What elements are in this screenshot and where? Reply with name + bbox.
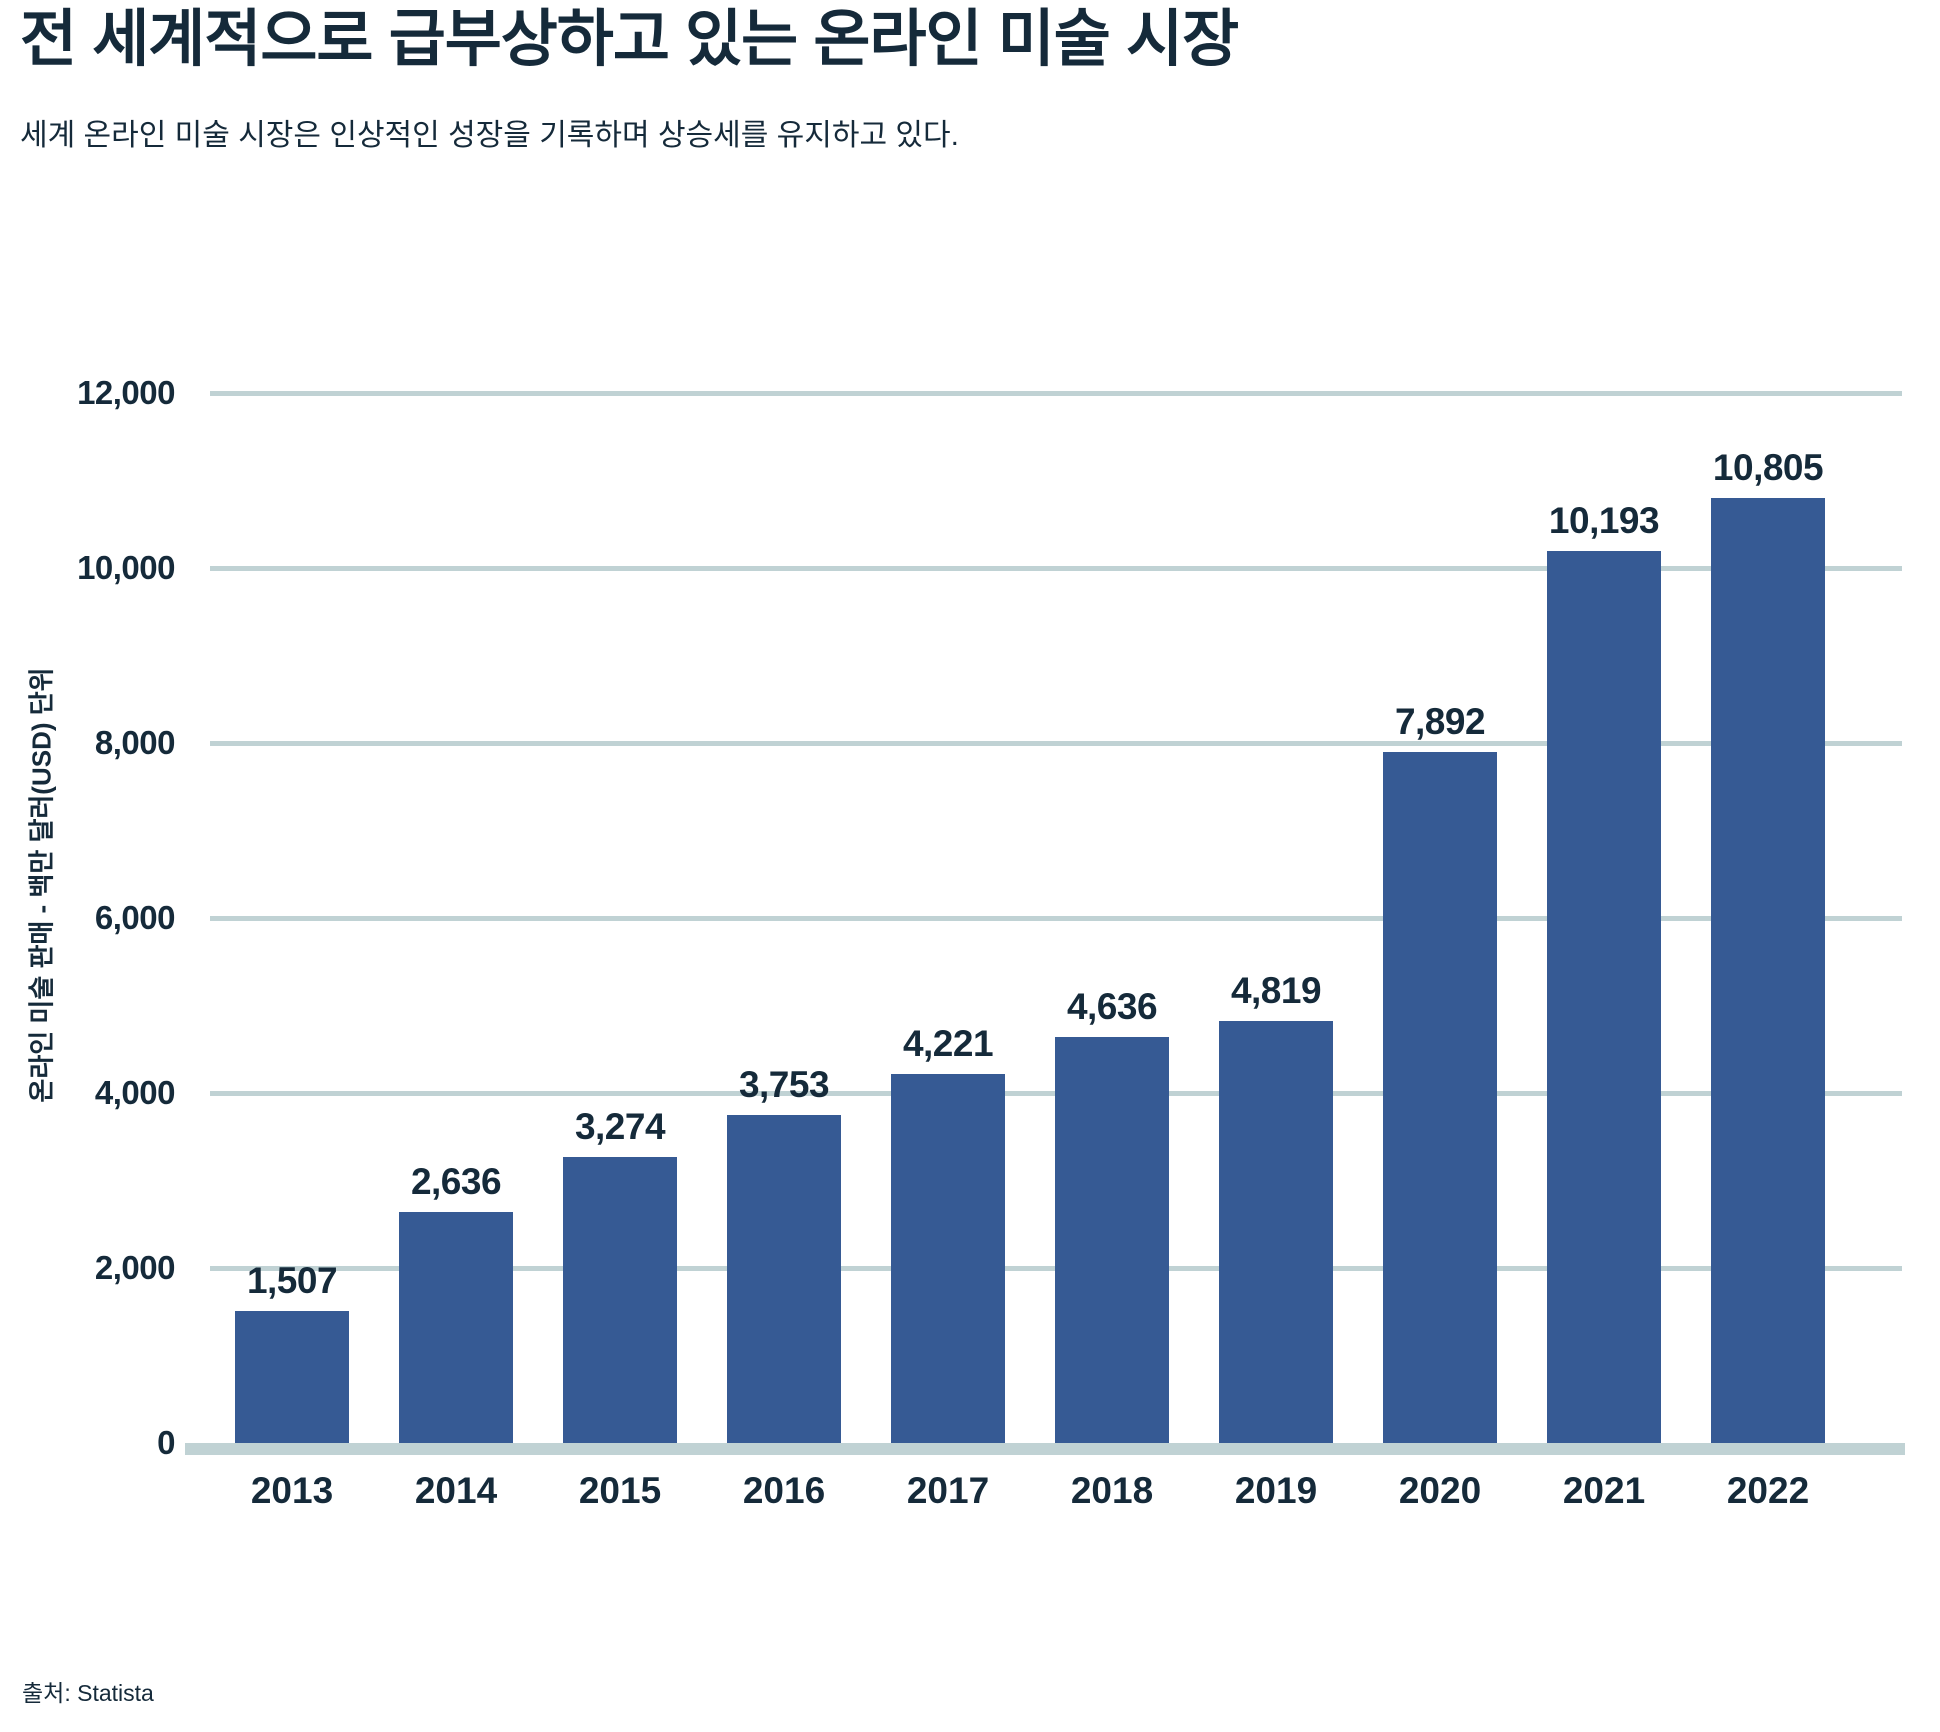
- x-tick-label: 2020: [1398, 1470, 1482, 1511]
- y-tick-label: 2,000: [94, 1249, 176, 1286]
- bars-layer: 1,507 2013 2,636 2014 3,274 2015 3,753 2016 4,22…: [210, 393, 1850, 1511]
- bar-group: 1,507 2013: [210, 393, 374, 1511]
- bar-value-label: 7,892: [1394, 701, 1486, 743]
- bar: [1055, 1037, 1169, 1443]
- bar: [1711, 497, 1825, 1443]
- source-credit: 출처: Statista: [22, 1680, 154, 1706]
- bar-group: 3,274 2015: [538, 393, 702, 1511]
- bar-value-label: 4,819: [1230, 970, 1322, 1012]
- x-tick-label: 2016: [742, 1470, 826, 1511]
- bar-group: 7,892 2020: [1358, 393, 1522, 1511]
- bar: [1547, 551, 1661, 1443]
- bar-group: 10,805 2022: [1686, 393, 1850, 1511]
- x-tick-label: 2015: [578, 1470, 662, 1511]
- bar-group: 10,193 2021: [1522, 393, 1686, 1511]
- y-tick-label: 12,000: [77, 374, 175, 411]
- bar-group: 4,636 2018: [1030, 393, 1194, 1511]
- x-tick-label: 2014: [414, 1470, 498, 1511]
- bar-value-label: 4,221: [902, 1022, 994, 1064]
- bar-value-label: 3,274: [574, 1105, 666, 1147]
- bar: [235, 1311, 349, 1443]
- page-subtitle: 세계 온라인 미술 시장은 인상적인 성장을 기록하며 상승세를 유지하고 있다…: [20, 119, 959, 152]
- bar-value-label: 10,193: [1548, 500, 1660, 542]
- y-tick-label: 8,000: [94, 724, 176, 761]
- bar-group: 2,636 2014: [374, 393, 538, 1511]
- bar: [727, 1114, 841, 1443]
- x-axis-baseline: [185, 1443, 1905, 1455]
- bar: [399, 1212, 513, 1443]
- bar-group: 3,753 2016: [702, 393, 866, 1511]
- page-title: 전 세계적으로 급부상하고 있는 온라인 미술 시장: [20, 5, 1239, 74]
- bar-value-label: 10,805: [1712, 446, 1824, 488]
- y-tick-label: 0: [157, 1424, 175, 1461]
- y-tick-labels: 0 2,000 4,000 6,000 8,000 10,000 12,000: [0, 374, 176, 1461]
- y-tick-label: 4,000: [94, 1074, 176, 1111]
- gridline: [210, 915, 1902, 921]
- bar: [1383, 752, 1497, 1443]
- gridline: [210, 565, 1902, 571]
- gridline: [210, 740, 1902, 746]
- bar: [891, 1073, 1005, 1443]
- bar-group: 4,819 2019: [1194, 393, 1358, 1511]
- bar-value-label: 2,636: [410, 1161, 502, 1203]
- x-tick-label: 2018: [1070, 1470, 1154, 1511]
- bar-group: 4,221 2017: [866, 393, 1030, 1511]
- bar-value-label: 4,636: [1066, 986, 1158, 1028]
- x-tick-label: 2017: [906, 1470, 990, 1511]
- x-tick-label: 2021: [1562, 1470, 1646, 1511]
- y-tick-label: 10,000: [77, 549, 175, 586]
- y-tick-label: 6,000: [94, 899, 176, 936]
- bar-value-label: 3,753: [738, 1063, 830, 1105]
- bar: [563, 1156, 677, 1443]
- x-tick-label: 2022: [1726, 1470, 1810, 1511]
- x-tick-label: 2013: [250, 1470, 334, 1511]
- x-tick-label: 2019: [1234, 1470, 1318, 1511]
- bar: [1219, 1021, 1333, 1443]
- gridline: [210, 390, 1902, 396]
- bar-value-label: 1,507: [246, 1260, 338, 1302]
